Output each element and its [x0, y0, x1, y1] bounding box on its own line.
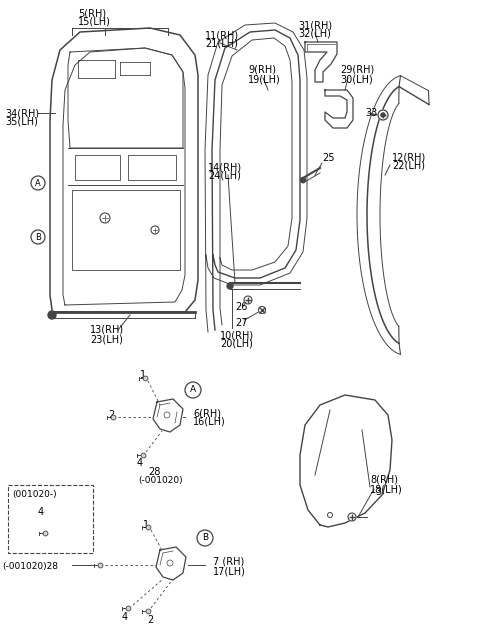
- Text: 32(LH): 32(LH): [298, 29, 331, 39]
- Text: 18(LH): 18(LH): [370, 484, 403, 494]
- Text: 8(RH): 8(RH): [370, 475, 398, 485]
- Text: 12(RH): 12(RH): [392, 152, 426, 162]
- Text: 21(LH): 21(LH): [205, 39, 238, 49]
- Text: 14(RH): 14(RH): [208, 162, 242, 172]
- Bar: [75, 155, 120, 180]
- Text: 4: 4: [38, 507, 44, 517]
- Text: 29(RH): 29(RH): [340, 65, 374, 75]
- Text: 34(RH): 34(RH): [5, 108, 39, 118]
- Text: 2: 2: [108, 410, 114, 420]
- Text: (-001020): (-001020): [138, 476, 182, 485]
- Circle shape: [48, 311, 56, 319]
- Circle shape: [244, 296, 252, 304]
- Text: 1: 1: [140, 370, 146, 380]
- Text: 16(LH): 16(LH): [193, 417, 226, 427]
- Circle shape: [100, 213, 110, 223]
- Text: 9(RH): 9(RH): [248, 65, 276, 75]
- Text: 24(LH): 24(LH): [208, 171, 241, 181]
- Text: 17(LH): 17(LH): [213, 566, 246, 576]
- Text: 13(RH): 13(RH): [90, 325, 124, 335]
- Text: 19(LH): 19(LH): [248, 74, 281, 84]
- Text: (-001020)28: (-001020)28: [2, 562, 58, 571]
- Circle shape: [378, 110, 388, 120]
- Text: B: B: [202, 533, 208, 542]
- Text: B: B: [35, 233, 41, 242]
- FancyBboxPatch shape: [8, 485, 93, 553]
- Circle shape: [348, 513, 356, 521]
- Text: 33: 33: [365, 108, 377, 118]
- Circle shape: [227, 283, 233, 289]
- Circle shape: [327, 513, 333, 518]
- Text: 30(LH): 30(LH): [340, 74, 373, 84]
- Text: 26: 26: [235, 302, 247, 312]
- Text: 23(LH): 23(LH): [90, 334, 123, 344]
- Text: 2: 2: [147, 615, 153, 625]
- Bar: [128, 155, 176, 180]
- Text: 25: 25: [322, 153, 335, 163]
- Text: 15(LH): 15(LH): [78, 17, 111, 27]
- Bar: [72, 190, 180, 270]
- Text: A: A: [190, 386, 196, 394]
- Text: 31(RH): 31(RH): [298, 20, 332, 30]
- Text: 10(RH): 10(RH): [220, 330, 254, 340]
- Text: 4: 4: [137, 458, 143, 468]
- Text: 5(RH): 5(RH): [78, 8, 106, 18]
- Text: 4: 4: [122, 612, 128, 622]
- Text: 11(RH): 11(RH): [205, 30, 239, 40]
- Text: 1: 1: [143, 520, 149, 530]
- Text: 6(RH): 6(RH): [193, 408, 221, 418]
- Text: (001020-): (001020-): [12, 490, 57, 499]
- Circle shape: [300, 177, 305, 182]
- Text: 7 (RH): 7 (RH): [213, 557, 244, 567]
- Text: 35(LH): 35(LH): [5, 117, 38, 127]
- Text: A: A: [35, 179, 41, 187]
- Text: 27: 27: [235, 318, 248, 328]
- Circle shape: [381, 113, 385, 117]
- Text: 3: 3: [375, 487, 381, 497]
- Circle shape: [151, 226, 159, 234]
- Text: 28: 28: [148, 467, 160, 477]
- Circle shape: [259, 306, 265, 313]
- Text: 20(LH): 20(LH): [220, 339, 253, 349]
- Text: 22(LH): 22(LH): [392, 161, 425, 171]
